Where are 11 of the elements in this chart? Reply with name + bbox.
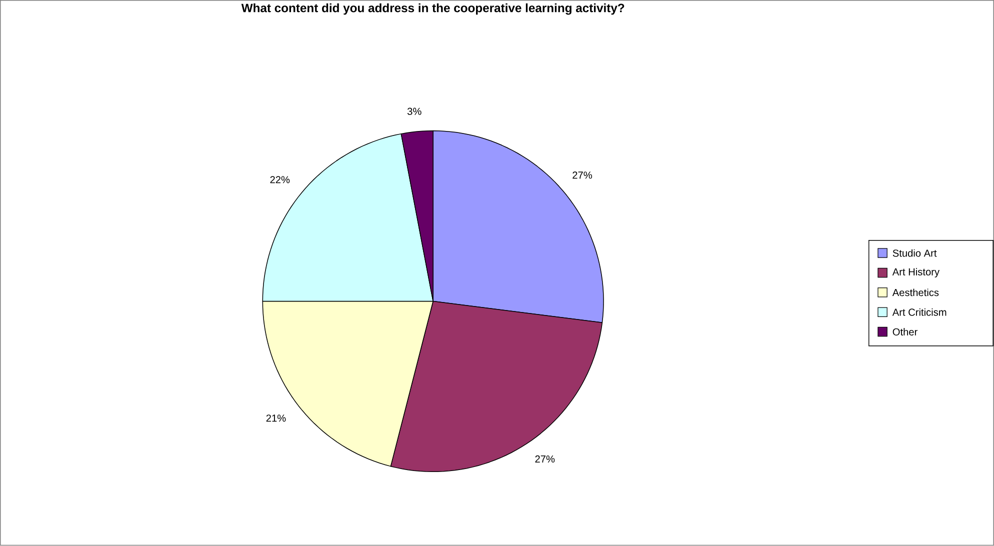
data-label: 3% <box>407 108 422 116</box>
data-label: 27% <box>572 172 592 179</box>
legend-label: Other <box>892 328 918 336</box>
legend-label: Aesthetics <box>892 288 939 296</box>
data-label: 22% <box>270 176 290 184</box>
legend-label: Art History <box>892 268 940 278</box>
data-label: 27% <box>535 456 555 463</box>
legend-label: Art Criticism <box>892 308 946 316</box>
chart-title: What content did you address in the cooperative learning activity? <box>241 4 624 15</box>
legend-label: Studio Art <box>892 250 937 257</box>
data-label: 21% <box>266 414 286 422</box>
